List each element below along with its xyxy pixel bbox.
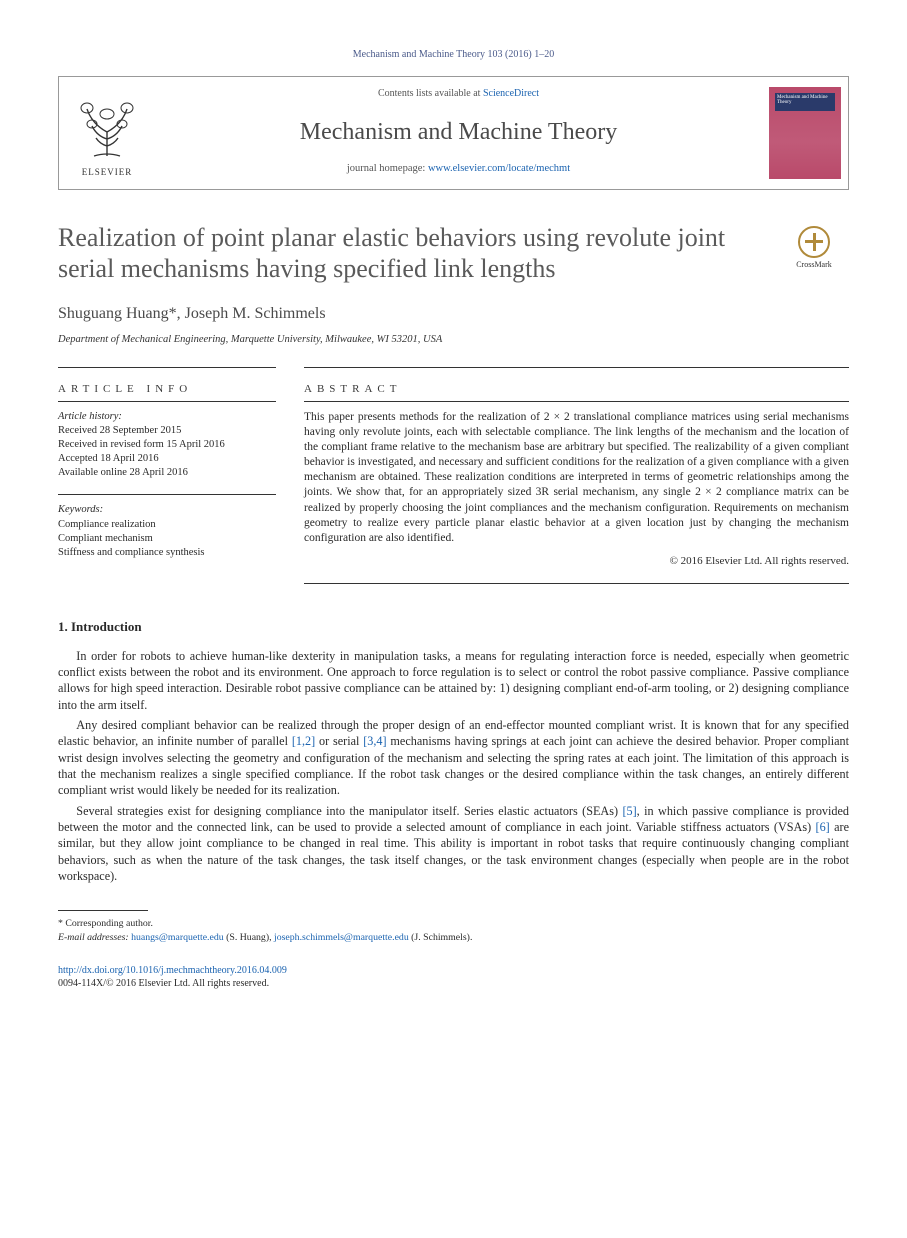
paper-title: Realization of point planar elastic beha…: [58, 222, 761, 285]
keywords-label: Keywords:: [58, 503, 276, 517]
doi-link[interactable]: http://dx.doi.org/10.1016/j.mechmachtheo…: [58, 965, 287, 976]
journal-reference: Mechanism and Machine Theory 103 (2016) …: [58, 48, 849, 62]
section-1-title: 1. Introduction: [58, 618, 849, 636]
article-info-heading: ARTICLE INFO: [58, 382, 276, 397]
accepted-date: Accepted 18 April 2016: [58, 452, 276, 466]
received-date: Received 28 September 2015: [58, 424, 276, 438]
author-email-link[interactable]: joseph.schimmels@marquette.edu: [274, 932, 409, 943]
header-center: Contents lists available at ScienceDirec…: [155, 77, 762, 189]
citation-link[interactable]: [3,4]: [363, 734, 386, 748]
para2-text-b: or serial: [315, 734, 363, 748]
footnote-block: * Corresponding author. E-mail addresses…: [58, 917, 849, 943]
journal-cover-thumbnail: Mechanism and Machine Theory: [769, 87, 841, 179]
author-email-link[interactable]: huangs@marquette.edu: [131, 932, 224, 943]
journal-name: Mechanism and Machine Theory: [163, 116, 754, 148]
email-who-2: (J. Schimmels).: [409, 932, 473, 943]
citation-link[interactable]: [6]: [816, 820, 830, 834]
intro-paragraph-1: In order for robots to achieve human-lik…: [58, 648, 849, 713]
elsevier-brand-text: ELSEVIER: [82, 166, 133, 178]
info-abstract-row: ARTICLE INFO Article history: Received 2…: [58, 367, 849, 584]
citation-link[interactable]: [1,2]: [292, 734, 315, 748]
elsevier-tree-icon: [72, 94, 142, 164]
online-date: Available online 28 April 2016: [58, 466, 276, 480]
authors: Shuguang Huang*, Joseph M. Schimmels: [58, 303, 849, 325]
doi-block: http://dx.doi.org/10.1016/j.mechmachtheo…: [58, 964, 849, 991]
keyword: Compliance realization: [58, 518, 276, 532]
homepage-prefix: journal homepage:: [347, 163, 428, 174]
email-label: E-mail addresses:: [58, 932, 131, 943]
article-info-column: ARTICLE INFO Article history: Received 2…: [58, 367, 276, 584]
journal-header-box: ELSEVIER Contents lists available at Sci…: [58, 76, 849, 190]
abstract-copyright: © 2016 Elsevier Ltd. All rights reserved…: [304, 554, 849, 569]
cover-title-text: Mechanism and Machine Theory: [777, 95, 833, 106]
affiliation: Department of Mechanical Engineering, Ma…: [58, 333, 849, 347]
elsevier-logo: ELSEVIER: [65, 87, 149, 179]
intro-paragraph-2: Any desired compliant behavior can be re…: [58, 717, 849, 799]
crossmark-icon: [798, 226, 830, 258]
sciencedirect-link[interactable]: ScienceDirect: [483, 88, 539, 99]
footnote-rule: [58, 910, 148, 911]
keywords-block: Keywords: Compliance realization Complia…: [58, 503, 276, 560]
article-history-label: Article history:: [58, 410, 276, 424]
keyword: Compliant mechanism: [58, 532, 276, 546]
page: Mechanism and Machine Theory 103 (2016) …: [0, 0, 907, 1031]
journal-cover-cell: Mechanism and Machine Theory: [762, 77, 848, 189]
crossmark-label: CrossMark: [796, 260, 832, 271]
crossmark-widget[interactable]: CrossMark: [779, 226, 849, 271]
issn-copyright: 0094-114X/© 2016 Elsevier Ltd. All right…: [58, 977, 849, 991]
journal-homepage-line: journal homepage: www.elsevier.com/locat…: [163, 162, 754, 176]
citation-link[interactable]: [5]: [622, 804, 636, 818]
rule: [58, 401, 276, 402]
email-addresses-line: E-mail addresses: huangs@marquette.edu (…: [58, 931, 849, 944]
title-row: Realization of point planar elastic beha…: [58, 222, 849, 285]
rule: [58, 494, 276, 495]
rule: [304, 367, 849, 368]
keyword: Stiffness and compliance synthesis: [58, 546, 276, 560]
abstract-text: This paper presents methods for the real…: [304, 410, 849, 547]
para3-text-a: Several strategies exist for designing c…: [76, 804, 622, 818]
abstract-column: ABSTRACT This paper presents methods for…: [304, 367, 849, 584]
email-who-1: (S. Huang),: [224, 932, 274, 943]
intro-paragraph-3: Several strategies exist for designing c…: [58, 803, 849, 885]
corresponding-author-note: * Corresponding author.: [58, 917, 849, 930]
abstract-heading: ABSTRACT: [304, 382, 849, 397]
revised-date: Received in revised form 15 April 2016: [58, 438, 276, 452]
article-history-block: Article history: Received 28 September 2…: [58, 410, 276, 481]
rule: [58, 367, 276, 368]
journal-homepage-link[interactable]: www.elsevier.com/locate/mechmt: [428, 163, 570, 174]
contents-prefix: Contents lists available at: [378, 88, 483, 99]
rule: [304, 401, 849, 402]
contents-available-line: Contents lists available at ScienceDirec…: [163, 87, 754, 101]
publisher-logo-cell: ELSEVIER: [59, 77, 155, 189]
rule: [304, 583, 849, 584]
